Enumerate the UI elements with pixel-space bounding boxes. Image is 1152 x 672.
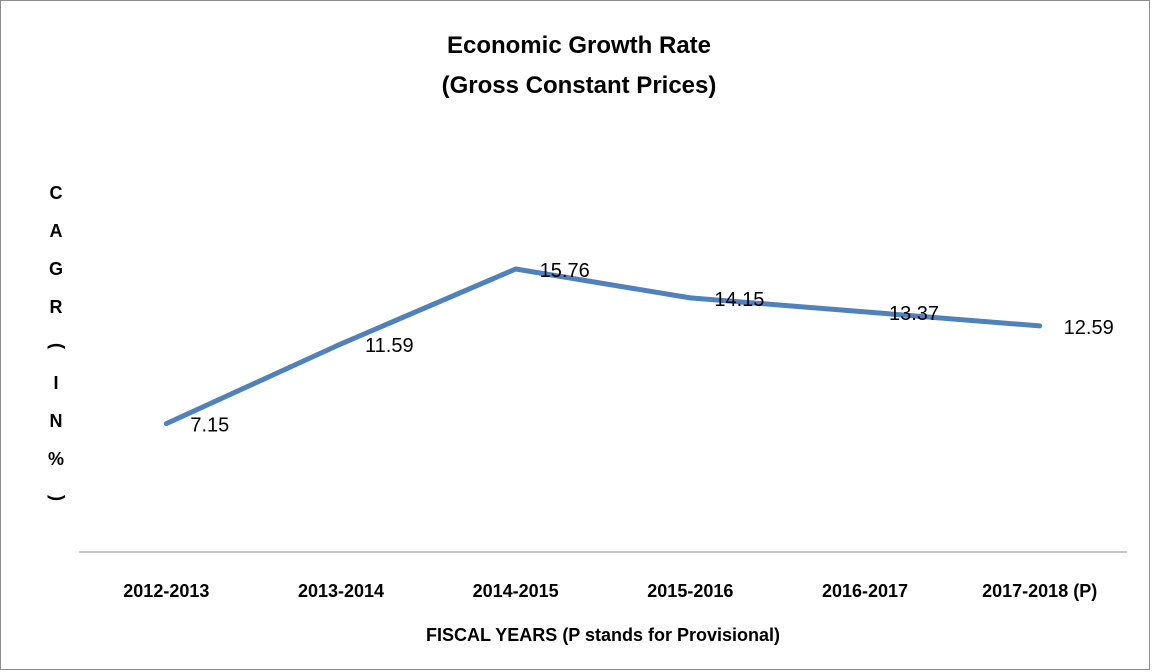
data-label: 7.15 [190, 415, 229, 437]
data-labels: 7.15 11.59 15.76 14.15 13.37 12.59 [190, 260, 1113, 437]
x-axis-label: FISCAL YEARS (P stands for Provisional) [426, 625, 780, 645]
y-axis-label-char: I [53, 373, 58, 393]
x-tick-label: 2014-2015 [473, 581, 559, 601]
y-axis-label-char: R [50, 297, 63, 317]
x-tick-label: 2016-2017 [822, 581, 908, 601]
series-line [163, 266, 1043, 427]
chart-title-line-1: Economic Growth Rate [447, 32, 711, 59]
x-tick-label: 2013-2014 [298, 581, 384, 601]
data-label: 15.76 [540, 260, 590, 282]
y-axis-label-char: G [49, 259, 63, 279]
data-label: 11.59 [365, 335, 414, 357]
data-label: 14.15 [714, 289, 764, 311]
x-tick-label: 2015-2016 [647, 581, 733, 601]
data-label: 12.59 [1064, 317, 1114, 339]
data-label: 13.37 [889, 303, 939, 325]
chart-title-line-2: (Gross Constant Prices) [442, 72, 717, 99]
x-axis-tick-labels: 2012-2013 2013-2014 2014-2015 2015-2016 2016… [123, 581, 1097, 601]
y-axis-label-char: C [50, 183, 63, 203]
y-axis-label-char: ( [47, 343, 67, 349]
x-tick-label: 2017-2018 (P) [982, 581, 1097, 601]
y-axis-label-char: ) [47, 495, 67, 501]
y-axis-label-char: % [48, 449, 64, 469]
y-axis-label-char: N [50, 411, 63, 431]
y-axis-label-char: A [50, 221, 63, 241]
x-tick-label: 2012-2013 [123, 581, 209, 601]
